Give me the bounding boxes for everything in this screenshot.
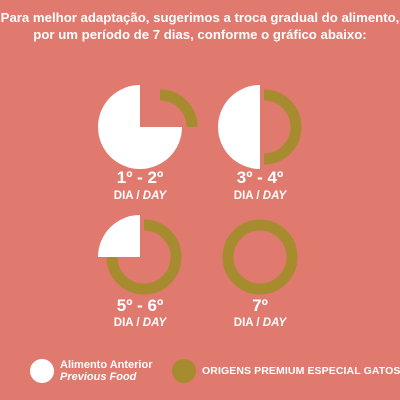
day-text-3: DAY bbox=[143, 317, 168, 329]
day-range-label-2: 3º - 4º bbox=[237, 168, 283, 187]
intro-line-2: por um período de 7 dias, conforme o grá… bbox=[33, 27, 367, 42]
new-food-ring-3 bbox=[106, 219, 182, 295]
dia-day-label-4: DIA / DAY bbox=[234, 317, 288, 329]
intro-line-1: Para melhor adaptação, sugerimos a troca… bbox=[0, 10, 400, 25]
day-range-label-1: 1º - 2º bbox=[117, 168, 163, 187]
previous-food-slice-2 bbox=[218, 85, 260, 169]
dia-day-label-1: DIA / DAY bbox=[114, 190, 168, 202]
dia-day-label-3: DIA / DAY bbox=[114, 317, 168, 329]
day-text-1: DAY bbox=[143, 190, 168, 202]
day-range-label-4: 7º bbox=[252, 296, 268, 315]
day-range-label-3: 5º - 6º bbox=[117, 296, 163, 315]
new-food-ring-1 bbox=[159, 89, 198, 128]
dia-text-2: DIA / bbox=[234, 190, 263, 202]
dia-text-1: DIA / bbox=[114, 190, 143, 202]
panel-4: 7º DIA / DAY bbox=[222, 219, 298, 329]
day-text-2: DAY bbox=[263, 190, 288, 202]
panel-2: 3º - 4º DIA / DAY bbox=[218, 85, 302, 202]
intro-text: Para melhor adaptação, sugerimos a troca… bbox=[0, 9, 400, 43]
panel-1: 1º - 2º DIA / DAY bbox=[98, 85, 198, 202]
dia-text-3: DIA / bbox=[114, 317, 143, 329]
panel-3: 5º - 6º DIA / DAY bbox=[98, 215, 182, 329]
previous-food-slice-3 bbox=[98, 215, 140, 257]
new-food-ring-2 bbox=[263, 89, 302, 165]
new-food-ring-4 bbox=[222, 219, 298, 295]
dia-day-label-2: DIA / DAY bbox=[234, 190, 288, 202]
previous-food-slice-1 bbox=[98, 85, 182, 169]
day-text-4: DAY bbox=[263, 317, 288, 329]
dia-text-4: DIA / bbox=[234, 317, 263, 329]
